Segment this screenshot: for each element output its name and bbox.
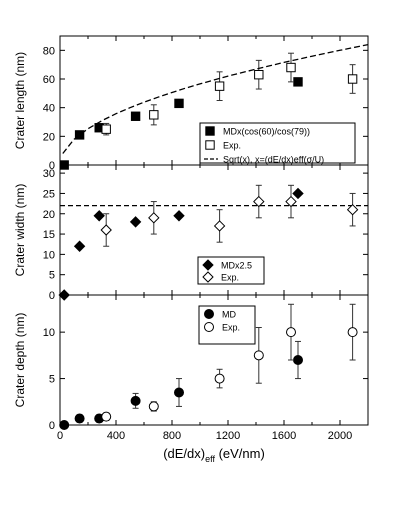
crater-depth-panel: 0 5 10 0 400 800 1200 1600 2000 Crater depth (nm)… [13, 294, 369, 464]
x-axis-label-subscript: eff [205, 454, 215, 464]
y-tick-label: 15 [43, 229, 55, 241]
y-tick-label: 10 [43, 327, 55, 339]
y-tick-label: 80 [43, 45, 55, 57]
x-axis-label: (dE/dx)eff (eV/nm) [163, 446, 265, 464]
data-point [130, 395, 141, 406]
data-point [347, 327, 358, 338]
data-point [148, 212, 160, 224]
y-tick-label: 40 [43, 103, 55, 115]
data-point [148, 401, 159, 412]
y-tick-label: 5 [49, 270, 55, 282]
y-tick-label: 10 [43, 249, 55, 261]
y-tick-label: 5 [49, 374, 55, 386]
x-tick-label: 400 [107, 430, 125, 442]
fit-curve [62, 43, 369, 154]
data-point [59, 420, 70, 430]
legend-label: Exp. [223, 141, 241, 151]
y-tick-label: 60 [43, 74, 55, 86]
data-point [286, 62, 296, 73]
y-tick-label: 25 [43, 188, 55, 200]
legend-marker [205, 140, 215, 150]
data-point [101, 124, 111, 134]
data-point [347, 74, 358, 84]
data-point [292, 187, 304, 200]
data-point [214, 373, 225, 384]
y-tick-label: 0 [49, 420, 55, 432]
data-point [149, 110, 159, 120]
y-axis-label: Crater depth (nm) [13, 313, 27, 408]
data-point [101, 411, 112, 422]
legend-marker [202, 271, 214, 283]
legend-label: Exp. [222, 323, 240, 333]
x-tick-label: 1600 [272, 430, 296, 442]
x-tick-label: 800 [163, 430, 181, 442]
y-tick-label: 0 [49, 160, 55, 172]
y-axis-label: Crater width (nm) [13, 184, 27, 277]
x-axis-label-main: (dE/dx) [163, 446, 205, 461]
legend-label: MDx2.5 [221, 261, 252, 271]
y-axis-label: Crater length (nm) [13, 52, 27, 149]
legend-label: Exp. [221, 273, 239, 283]
legend-box [199, 122, 356, 164]
x-tick-label: 1200 [216, 430, 240, 442]
data-point [254, 70, 264, 80]
y-tick-label: 20 [43, 209, 55, 221]
legend-label: Sqrt(x), x=(dE/dx)eff(σ/U) [223, 155, 324, 165]
data-point [286, 327, 296, 338]
data-point [174, 98, 184, 109]
x-tick-label: 2000 [328, 430, 352, 442]
data-point [253, 195, 265, 208]
legend-marker [204, 322, 214, 332]
plot-frame [59, 294, 369, 426]
crater-width-panel: 0 5 10 15 20 25 30 Crater width (nm) MDx2.5 Exp. [13, 164, 369, 302]
y-tick-label: 30 [43, 168, 55, 180]
crater-length-panel: 0 20 40 60 80 Crater length (nm) MDx(cos(60)/c… [13, 35, 369, 172]
data-point [129, 216, 142, 228]
data-point [213, 220, 226, 232]
data-point [74, 130, 85, 140]
x-axis-label-unit: (eV/nm) [215, 446, 265, 461]
data-point [130, 111, 141, 121]
legend-marker [205, 126, 215, 136]
x-tick-label: 0 [57, 430, 63, 442]
data-point [73, 240, 86, 252]
data-point [174, 387, 184, 398]
legend-label: MD [222, 310, 236, 320]
legend-marker [202, 259, 214, 271]
y-tick-label: 0 [49, 290, 55, 302]
data-point [346, 203, 359, 216]
data-point [100, 224, 112, 236]
data-point [93, 210, 105, 222]
data-point [74, 413, 85, 424]
data-point [293, 77, 303, 87]
data-point [253, 350, 264, 361]
data-point [285, 195, 297, 208]
data-point [173, 210, 185, 222]
legend-label: MDx(cos(60)/cos(79)) [223, 127, 310, 137]
legend-marker [204, 309, 214, 319]
y-tick-label: 20 [43, 131, 55, 143]
data-point [214, 81, 225, 91]
data-point [293, 355, 303, 365]
